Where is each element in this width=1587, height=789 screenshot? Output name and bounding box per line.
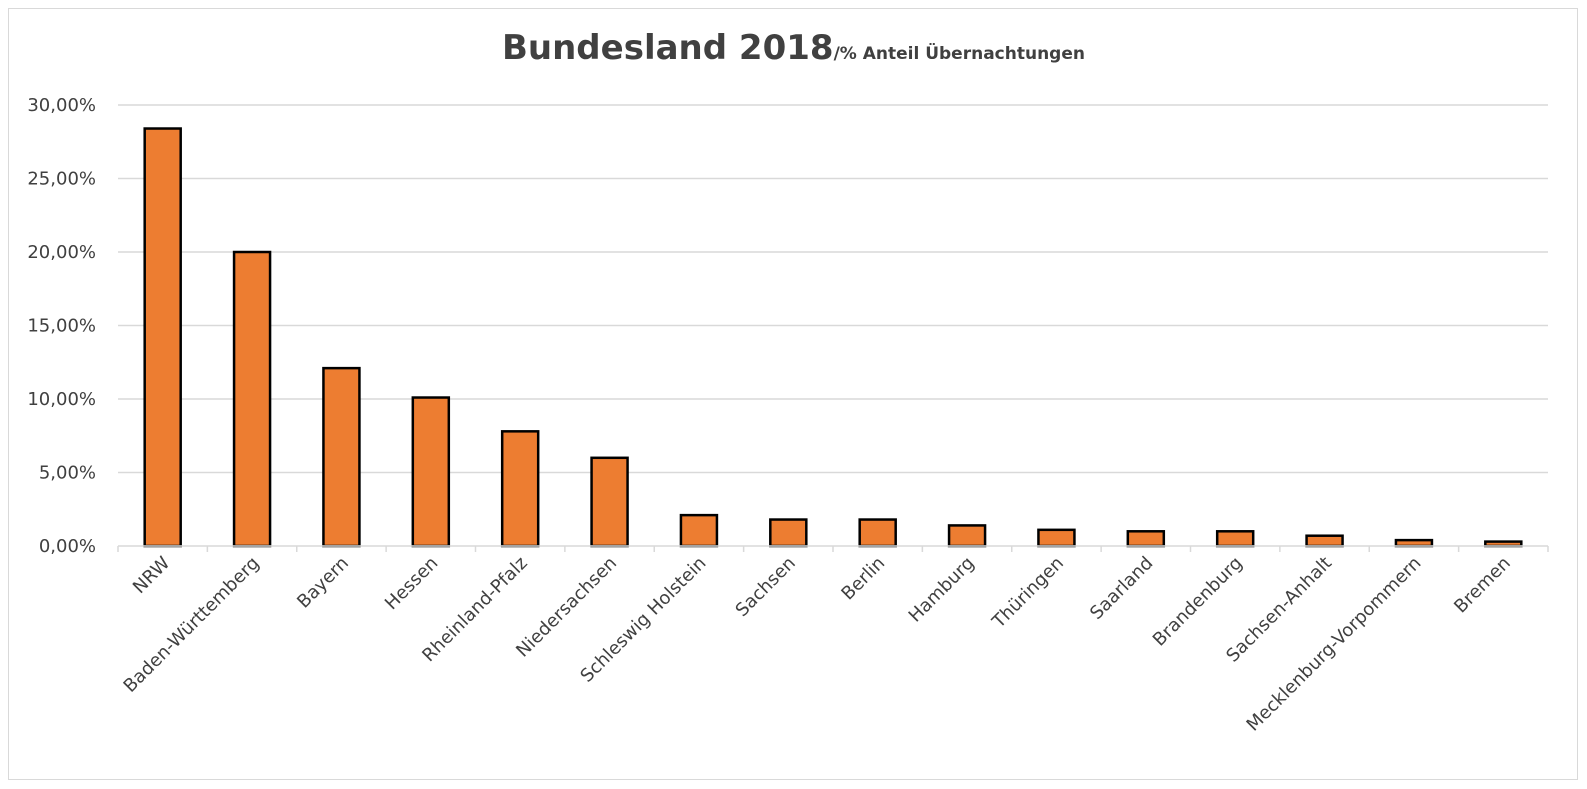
y-axis-tick-labels: 0,00% 5,00% 10,00% 15,00% 20,00% 25,00% 30,00% (27, 95, 96, 557)
bar (143, 127, 182, 548)
bar (411, 396, 451, 548)
x-category-label: Mecklenburg-Vorpommern (1243, 553, 1426, 736)
bar (590, 456, 629, 548)
chart-title-main: Bundesland 2018 (501, 28, 834, 68)
x-category-label: NRW (129, 553, 174, 598)
x-category-label: Hamburg (905, 553, 979, 627)
chart-subtitle: /% Anteil Übernachtungen (833, 44, 1085, 64)
bar (1305, 534, 1344, 548)
bars (143, 127, 1523, 548)
y-tick-label: 30,00% (27, 95, 96, 116)
bar (769, 518, 808, 548)
bar (1126, 530, 1166, 548)
y-tick-label: 15,00% (27, 316, 96, 337)
y-tick-label: 5,00% (39, 463, 96, 484)
chart-title: Bundesland 2018/% Anteil Übernachtungen (0, 28, 1587, 68)
bar (947, 524, 987, 548)
x-axis (117, 545, 1549, 552)
x-category-label: Brandenburg (1149, 553, 1247, 651)
y-tick-label: 25,00% (27, 169, 96, 190)
bar (322, 366, 361, 548)
x-category-label: Hessen (381, 553, 442, 614)
x-category-label: Saarland (1086, 553, 1157, 624)
bar (1215, 530, 1255, 548)
bar (679, 513, 719, 548)
x-category-label: Bremen (1450, 553, 1515, 618)
bar (858, 518, 897, 548)
x-category-label: Bayern (293, 553, 353, 613)
y-tick-label: 20,00% (27, 242, 96, 263)
x-category-label: Thüringen (988, 553, 1068, 633)
y-tick-label: 0,00% (39, 536, 96, 557)
y-tick-label: 10,00% (27, 389, 96, 410)
bar (500, 430, 540, 548)
bar (1037, 528, 1076, 548)
x-category-label: Berlin (837, 553, 889, 605)
bar (232, 250, 272, 548)
x-category-label: Sachsen (732, 553, 800, 621)
bar (1394, 538, 1434, 548)
